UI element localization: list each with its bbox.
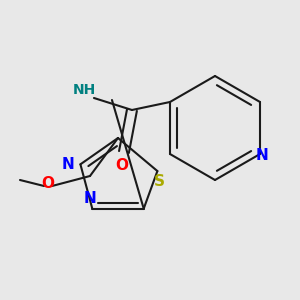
Text: S: S <box>154 174 165 189</box>
Text: N: N <box>62 157 75 172</box>
Text: N: N <box>84 191 97 206</box>
Text: N: N <box>256 148 268 164</box>
Text: O: O <box>41 176 55 191</box>
Text: O: O <box>116 158 128 173</box>
Text: NH: NH <box>72 83 96 97</box>
